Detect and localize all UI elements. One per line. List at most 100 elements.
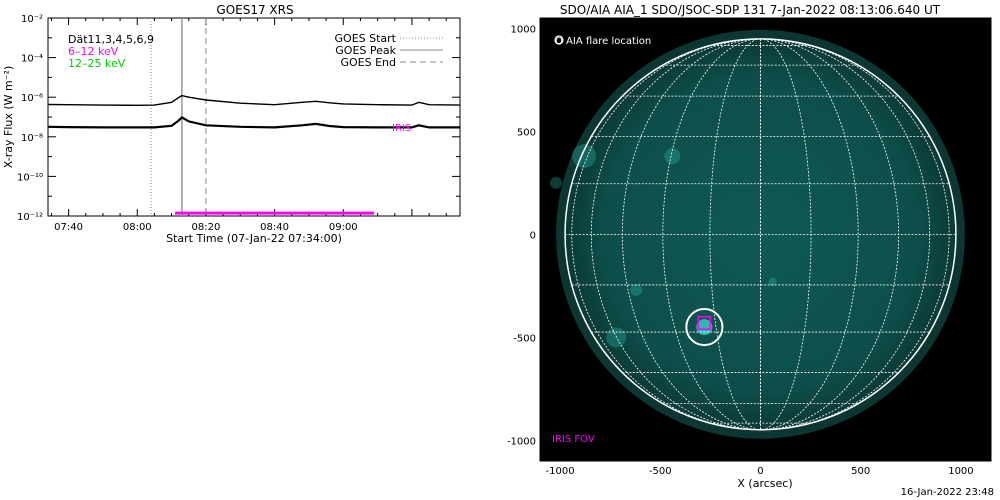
- series-point: [239, 126, 241, 128]
- series-point: [274, 126, 276, 128]
- series-point: [171, 125, 173, 127]
- aia-x-tick-label: 500: [851, 466, 870, 477]
- event-lines: [150, 18, 207, 216]
- series-point: [428, 104, 430, 106]
- series-point: [136, 104, 138, 106]
- active-region: [630, 283, 643, 296]
- x-tick-label: 08:40: [260, 222, 289, 233]
- series-point: [315, 123, 317, 125]
- series-point: [68, 104, 70, 106]
- series-point: [377, 104, 379, 106]
- series-point: [301, 101, 303, 103]
- channel-label-12-25: 12–25 keV: [68, 57, 126, 70]
- flare-location-circle: [685, 308, 724, 347]
- grid-longitude: [760, 38, 900, 430]
- active-region: [572, 144, 597, 169]
- y-tick-label: 10⁻⁴: [21, 54, 43, 65]
- series-point: [181, 116, 183, 119]
- series-point: [153, 126, 156, 128]
- grid-longitude: [590, 38, 761, 430]
- y-tick-label: 10⁻⁸: [21, 133, 43, 144]
- aia-x-tick-label: 1000: [948, 466, 973, 477]
- grid-longitude: [571, 38, 761, 430]
- flare-bright-core: [696, 319, 713, 336]
- solar-limb-circle: [564, 38, 957, 431]
- series-point: [188, 120, 190, 122]
- aia-x-tick-label: -1000: [546, 466, 575, 477]
- x-tick-label: 08:20: [192, 222, 221, 233]
- flare-legend-symbol: [554, 35, 564, 45]
- active-region: [606, 327, 627, 348]
- legend-goes-start: GOES Start: [335, 32, 397, 45]
- series-point: [181, 95, 183, 97]
- series-point: [205, 124, 207, 126]
- series-point: [418, 124, 420, 126]
- aia-y-tick-label: -500: [513, 333, 536, 344]
- series-point: [459, 126, 461, 128]
- series-point: [315, 100, 317, 102]
- legend-goes-end: GOES End: [340, 56, 396, 69]
- aia-y-tick-label: 0: [530, 230, 536, 241]
- aia-frame: [539, 17, 992, 462]
- series-point: [205, 99, 207, 101]
- series-point: [342, 103, 344, 105]
- series-point: [418, 101, 420, 103]
- grid-longitude: [621, 38, 761, 430]
- series-point: [428, 126, 430, 128]
- grid-longitude: [709, 38, 761, 430]
- series-point: [171, 101, 173, 103]
- series-point: [136, 126, 138, 128]
- series-point: [411, 126, 413, 128]
- series-point: [239, 102, 241, 104]
- x-tick-label: 08:00: [123, 222, 152, 233]
- series-point: [47, 126, 49, 128]
- aia-y-axis: -1000 -500 0 500 1000: [507, 24, 991, 447]
- series-point: [411, 104, 413, 106]
- series-point: [153, 104, 156, 106]
- grid-longitude: [760, 38, 950, 430]
- series-point: [328, 102, 331, 104]
- active-region: [550, 176, 563, 189]
- series-point: [102, 104, 104, 106]
- aia-x-axis: -1000 -500 0 500 1000: [539, 18, 982, 477]
- aia-y-tick-label: 500: [517, 127, 536, 138]
- aia-y-tick-label: -1000: [507, 436, 536, 447]
- legend-goes-peak: GOES Peak: [335, 44, 396, 57]
- active-region: [664, 148, 681, 165]
- aia-x-axis-label: X (arcsec): [737, 477, 792, 490]
- chart-title: GOES17 XRS: [216, 3, 293, 17]
- series-point: [102, 126, 104, 128]
- grid-longitude: [760, 38, 859, 430]
- series-group: [47, 94, 461, 129]
- series-point: [68, 126, 70, 128]
- aia-title: SDO/AIA AIA_1 SDO/JSOC-SDP 131 7-Jan-202…: [560, 3, 941, 17]
- x-tick-label: 09:00: [329, 222, 358, 233]
- series-point: [177, 120, 180, 122]
- y-tick-label: 10⁻⁶: [21, 93, 43, 104]
- footer-date: 16-Jan-2022 23:48: [900, 487, 994, 498]
- annotation-detectors: Dät11,3,4,5,6,9: [68, 33, 154, 46]
- aia-image-chart: SDO/AIA AIA_1 SDO/JSOC-SDP 131 7-Jan-202…: [507, 3, 992, 490]
- solar-disk: [565, 38, 956, 430]
- series-point: [301, 124, 303, 126]
- grid-longitude: [662, 38, 761, 430]
- grid-longitude: [760, 38, 931, 430]
- goes-xrs-chart: GOES17 XRS 10⁻¹² 10⁻¹⁰ 10⁻⁸ 10⁻⁶ 10⁻⁴ 10⁻² 07…: [2, 3, 461, 245]
- y-tick-label: 10⁻¹⁰: [17, 172, 43, 183]
- y-tick-label: 10⁻²: [21, 14, 43, 25]
- series-point: [377, 126, 379, 128]
- iris-fov-label: IRIS FOV: [552, 434, 595, 445]
- x-axis-label: Start Time (07-Jan-22 07:34:00): [166, 232, 342, 245]
- active-region: [768, 277, 777, 286]
- series-point: [328, 125, 331, 127]
- flare-legend-label: O AIA flare location: [555, 36, 651, 47]
- series-point: [342, 126, 344, 128]
- aia-x-tick-label: -500: [649, 466, 672, 477]
- series-line-0: [47, 94, 461, 107]
- series-point: [177, 97, 180, 99]
- channel-label-6-12: 6–12 keV: [68, 45, 119, 58]
- solar-limb-glow: [556, 29, 965, 439]
- heliographic-grid: [565, 38, 956, 430]
- series-point: [188, 96, 190, 98]
- aia-y-tick-label: 1000: [511, 24, 536, 35]
